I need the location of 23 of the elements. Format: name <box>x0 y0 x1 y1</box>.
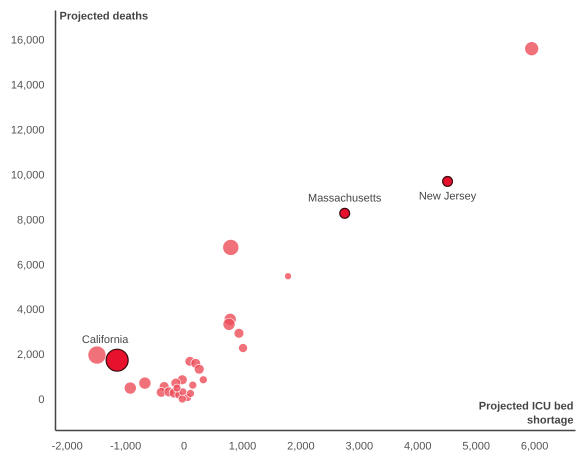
y-tick-label: 16,000 <box>10 34 45 47</box>
x-tick-label: 6,000 <box>520 440 548 452</box>
annotation: California <box>82 334 130 346</box>
y-tick-label: 4,000 <box>16 304 45 316</box>
x-tick-label: -2,000 <box>52 440 83 452</box>
x-tick-label: 2,000 <box>287 440 315 452</box>
x-tick-label: 5,000 <box>462 440 490 452</box>
y-tick-label: 2,000 <box>16 349 45 362</box>
x-tick-label: 4,000 <box>404 440 432 452</box>
x-tick-label: 1,000 <box>228 440 256 452</box>
y-tick-label: 8,000 <box>16 214 45 226</box>
y-tick-label: 10,000 <box>10 169 45 182</box>
y-tick-label: 14,000 <box>10 80 45 92</box>
annotation: Massachusetts <box>308 192 382 204</box>
y-tick-label: 6,000 <box>16 259 45 272</box>
x-tick-label: 0 <box>180 440 188 452</box>
x-tick-label: -1,000 <box>110 440 142 452</box>
annotation: New Jersey <box>418 190 477 202</box>
y-tick-label: 12,000 <box>10 124 45 137</box>
x-axis-title: Projected ICU bed shortage <box>478 400 574 426</box>
y-axis-title: Projected deaths <box>60 10 148 22</box>
x-tick-label: 3,000 <box>346 440 374 452</box>
y-tick-label: 0 <box>38 394 45 406</box>
